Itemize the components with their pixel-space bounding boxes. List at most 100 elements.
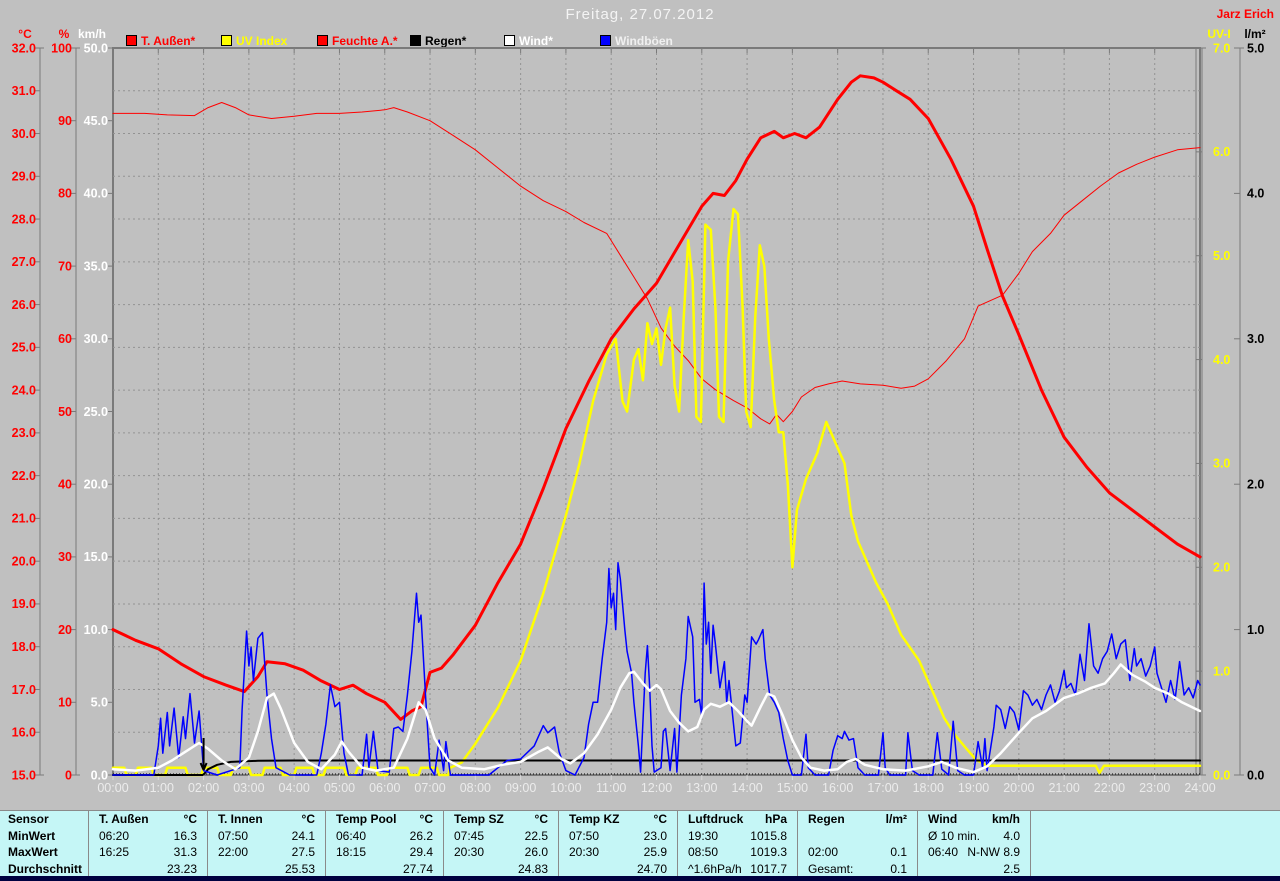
cell-value: °C <box>534 812 548 826</box>
tick-label: 3.0 <box>1247 332 1264 346</box>
cell-temp-sz: 24.83 <box>443 860 558 877</box>
x-tick-label: 10:00 <box>550 781 581 795</box>
cell-t-innen: 25.53 <box>207 860 325 877</box>
legend-label: Feuchte A.* <box>332 33 398 48</box>
legend-item-2: UV Index <box>221 32 287 48</box>
cell-temp-sz: 07:45 22.5 <box>443 827 558 844</box>
cell-value: N-NW 8.9 <box>967 845 1020 859</box>
x-tick-label: 18:00 <box>913 781 944 795</box>
cell-left: 07:50 <box>569 828 600 843</box>
legend-item-4: Regen* <box>410 32 466 48</box>
cell-value: 0.1 <box>890 861 907 876</box>
cell-value: 24.1 <box>291 828 315 843</box>
axis-unit-%: % <box>58 27 70 41</box>
legend-label: Wind* <box>519 33 553 48</box>
legend-label: Regen* <box>425 33 467 48</box>
tick-label: 18.0 <box>12 640 36 654</box>
cell-left: 08:50 <box>688 845 719 859</box>
axis-unit-UV-I: UV-I <box>1207 27 1231 41</box>
tick-label: 28.0 <box>12 212 36 226</box>
cell-left: 22:00 <box>218 845 249 859</box>
cell-value: 29.4 <box>409 845 433 859</box>
series-feuchte <box>112 102 1201 425</box>
axis-left-km/h: 50.0 45.0 40.0 35.0 30.0 25.0 20.0 15.0 10.0 5.0 0… <box>84 41 113 782</box>
cell-t-au-en: 16:25 31.3 <box>88 844 207 861</box>
x-tick-label: 03:00 <box>233 781 264 795</box>
tick-label: 35.0 <box>84 259 108 273</box>
stats-table: Sensor T. Außen °C T. Innen °C Temp Pool °C Tem… <box>0 810 1280 877</box>
cell-value: 1017.7 <box>750 861 787 876</box>
cell-temp-sz: 20:30 26.0 <box>443 844 558 861</box>
legend-swatch-icon <box>600 35 611 47</box>
row-label: Sensor <box>8 812 49 826</box>
cell-left: 19:30 <box>688 828 719 843</box>
cell-value: °C <box>419 812 433 826</box>
cell-regen: Gesamt: 0.1 <box>797 860 917 877</box>
axis-right-l/m²: 5.0 4.0 3.0 2.0 1.0 0.0 <box>1234 41 1264 782</box>
tick-label: 100 <box>51 41 72 55</box>
cell-value: °C <box>653 812 667 826</box>
cell-luftdruck: 19:30 1015.8 <box>677 827 797 844</box>
table-row-minwert: MinWert 06:20 16.3 07:50 24.1 06:40 26.2 07:45 2… <box>0 827 1280 844</box>
table-row-durchschnitt: Durchschnitt 23.23 25.53 27.74 24.83 24.70 ^1.… <box>0 860 1280 877</box>
bottom-strip <box>0 876 1280 881</box>
tick-label: 23.0 <box>12 426 36 440</box>
cell-luftdruck: ^1.6hPa/h 1017.7 <box>677 860 797 877</box>
tick-label: 10 <box>58 696 72 710</box>
legend-swatch-icon <box>126 35 137 47</box>
x-tick-label: 20:00 <box>1003 781 1034 795</box>
cell-left: Temp KZ <box>569 812 620 826</box>
tick-label: 50 <box>58 405 72 419</box>
cell-value: 0.1 <box>890 845 907 859</box>
cell-t-au-en: 06:20 16.3 <box>88 827 207 844</box>
tick-label: 2.0 <box>1213 561 1230 575</box>
tick-label: 5.0 <box>1213 249 1230 263</box>
x-tick-label: 07:00 <box>414 781 445 795</box>
cell-t-au-en: 23.23 <box>88 860 207 877</box>
weather-chart: 32.0 31.0 30.0 29.0 28.0 27.0 26.0 25.0 24.0 23.0… <box>12 41 1265 795</box>
tick-label: 7.0 <box>1213 41 1230 55</box>
cell-left: Luftdruck <box>688 812 744 826</box>
tick-label: 0.0 <box>1247 768 1264 782</box>
axis-left-°C: 32.0 31.0 30.0 29.0 28.0 27.0 26.0 25.0 24.0 23.0… <box>12 41 44 782</box>
row-label: MinWert <box>8 828 56 843</box>
cell-wind: 2.5 <box>917 860 1030 877</box>
tick-label: 40 <box>58 477 72 491</box>
cell-left: Temp Pool <box>336 812 397 826</box>
tick-label: 25.0 <box>12 341 36 355</box>
tick-label: 10.0 <box>84 623 108 637</box>
tick-label: 0.0 <box>1213 768 1230 782</box>
cell-left: Gesamt: <box>808 861 854 876</box>
cell-temp-kz: 20:30 25.9 <box>558 844 677 861</box>
legend-swatch-icon <box>317 35 328 47</box>
row-label: Durchschnitt <box>8 861 83 876</box>
tick-label: 31.0 <box>12 84 36 98</box>
tick-label: 6.0 <box>1213 145 1230 159</box>
legend-swatch-icon <box>410 35 421 47</box>
cell-wind: Ø 10 min. 4.0 <box>917 827 1030 844</box>
cell-left: ^1.6hPa/h <box>688 861 742 876</box>
tick-label: 29.0 <box>12 170 36 184</box>
cell-temp-sz: Temp SZ °C <box>443 811 558 828</box>
cell-temp-kz: 07:50 23.0 <box>558 827 677 844</box>
cell-left: 07:50 <box>218 828 249 843</box>
cell-value: 22.5 <box>524 828 548 843</box>
cell-luftdruck: 08:50 1019.3 <box>677 844 797 861</box>
legend-item-5: Wind* <box>504 32 553 48</box>
cell-left: 06:40 <box>336 828 367 843</box>
owner-name: Jarz Erich <box>1216 7 1274 21</box>
cell-t-au-en: T. Außen °C <box>88 811 207 828</box>
cell-regen: 02:00 0.1 <box>797 844 917 861</box>
tick-label: 24.0 <box>12 383 36 397</box>
cell-t-innen: 07:50 24.1 <box>207 827 325 844</box>
tick-label: 27.0 <box>12 255 36 269</box>
cell-value: °C <box>183 812 197 826</box>
legend-item-3: Feuchte A.* <box>317 32 398 48</box>
table-filler <box>1030 860 1280 877</box>
rain-event-marker-icon <box>199 738 208 771</box>
tick-label: 4.0 <box>1213 353 1230 367</box>
tick-label: 32.0 <box>12 41 36 55</box>
x-tick-label: 23:00 <box>1139 781 1170 795</box>
cell-value: 24.70 <box>636 861 667 876</box>
cell-value: 1019.3 <box>750 845 787 859</box>
